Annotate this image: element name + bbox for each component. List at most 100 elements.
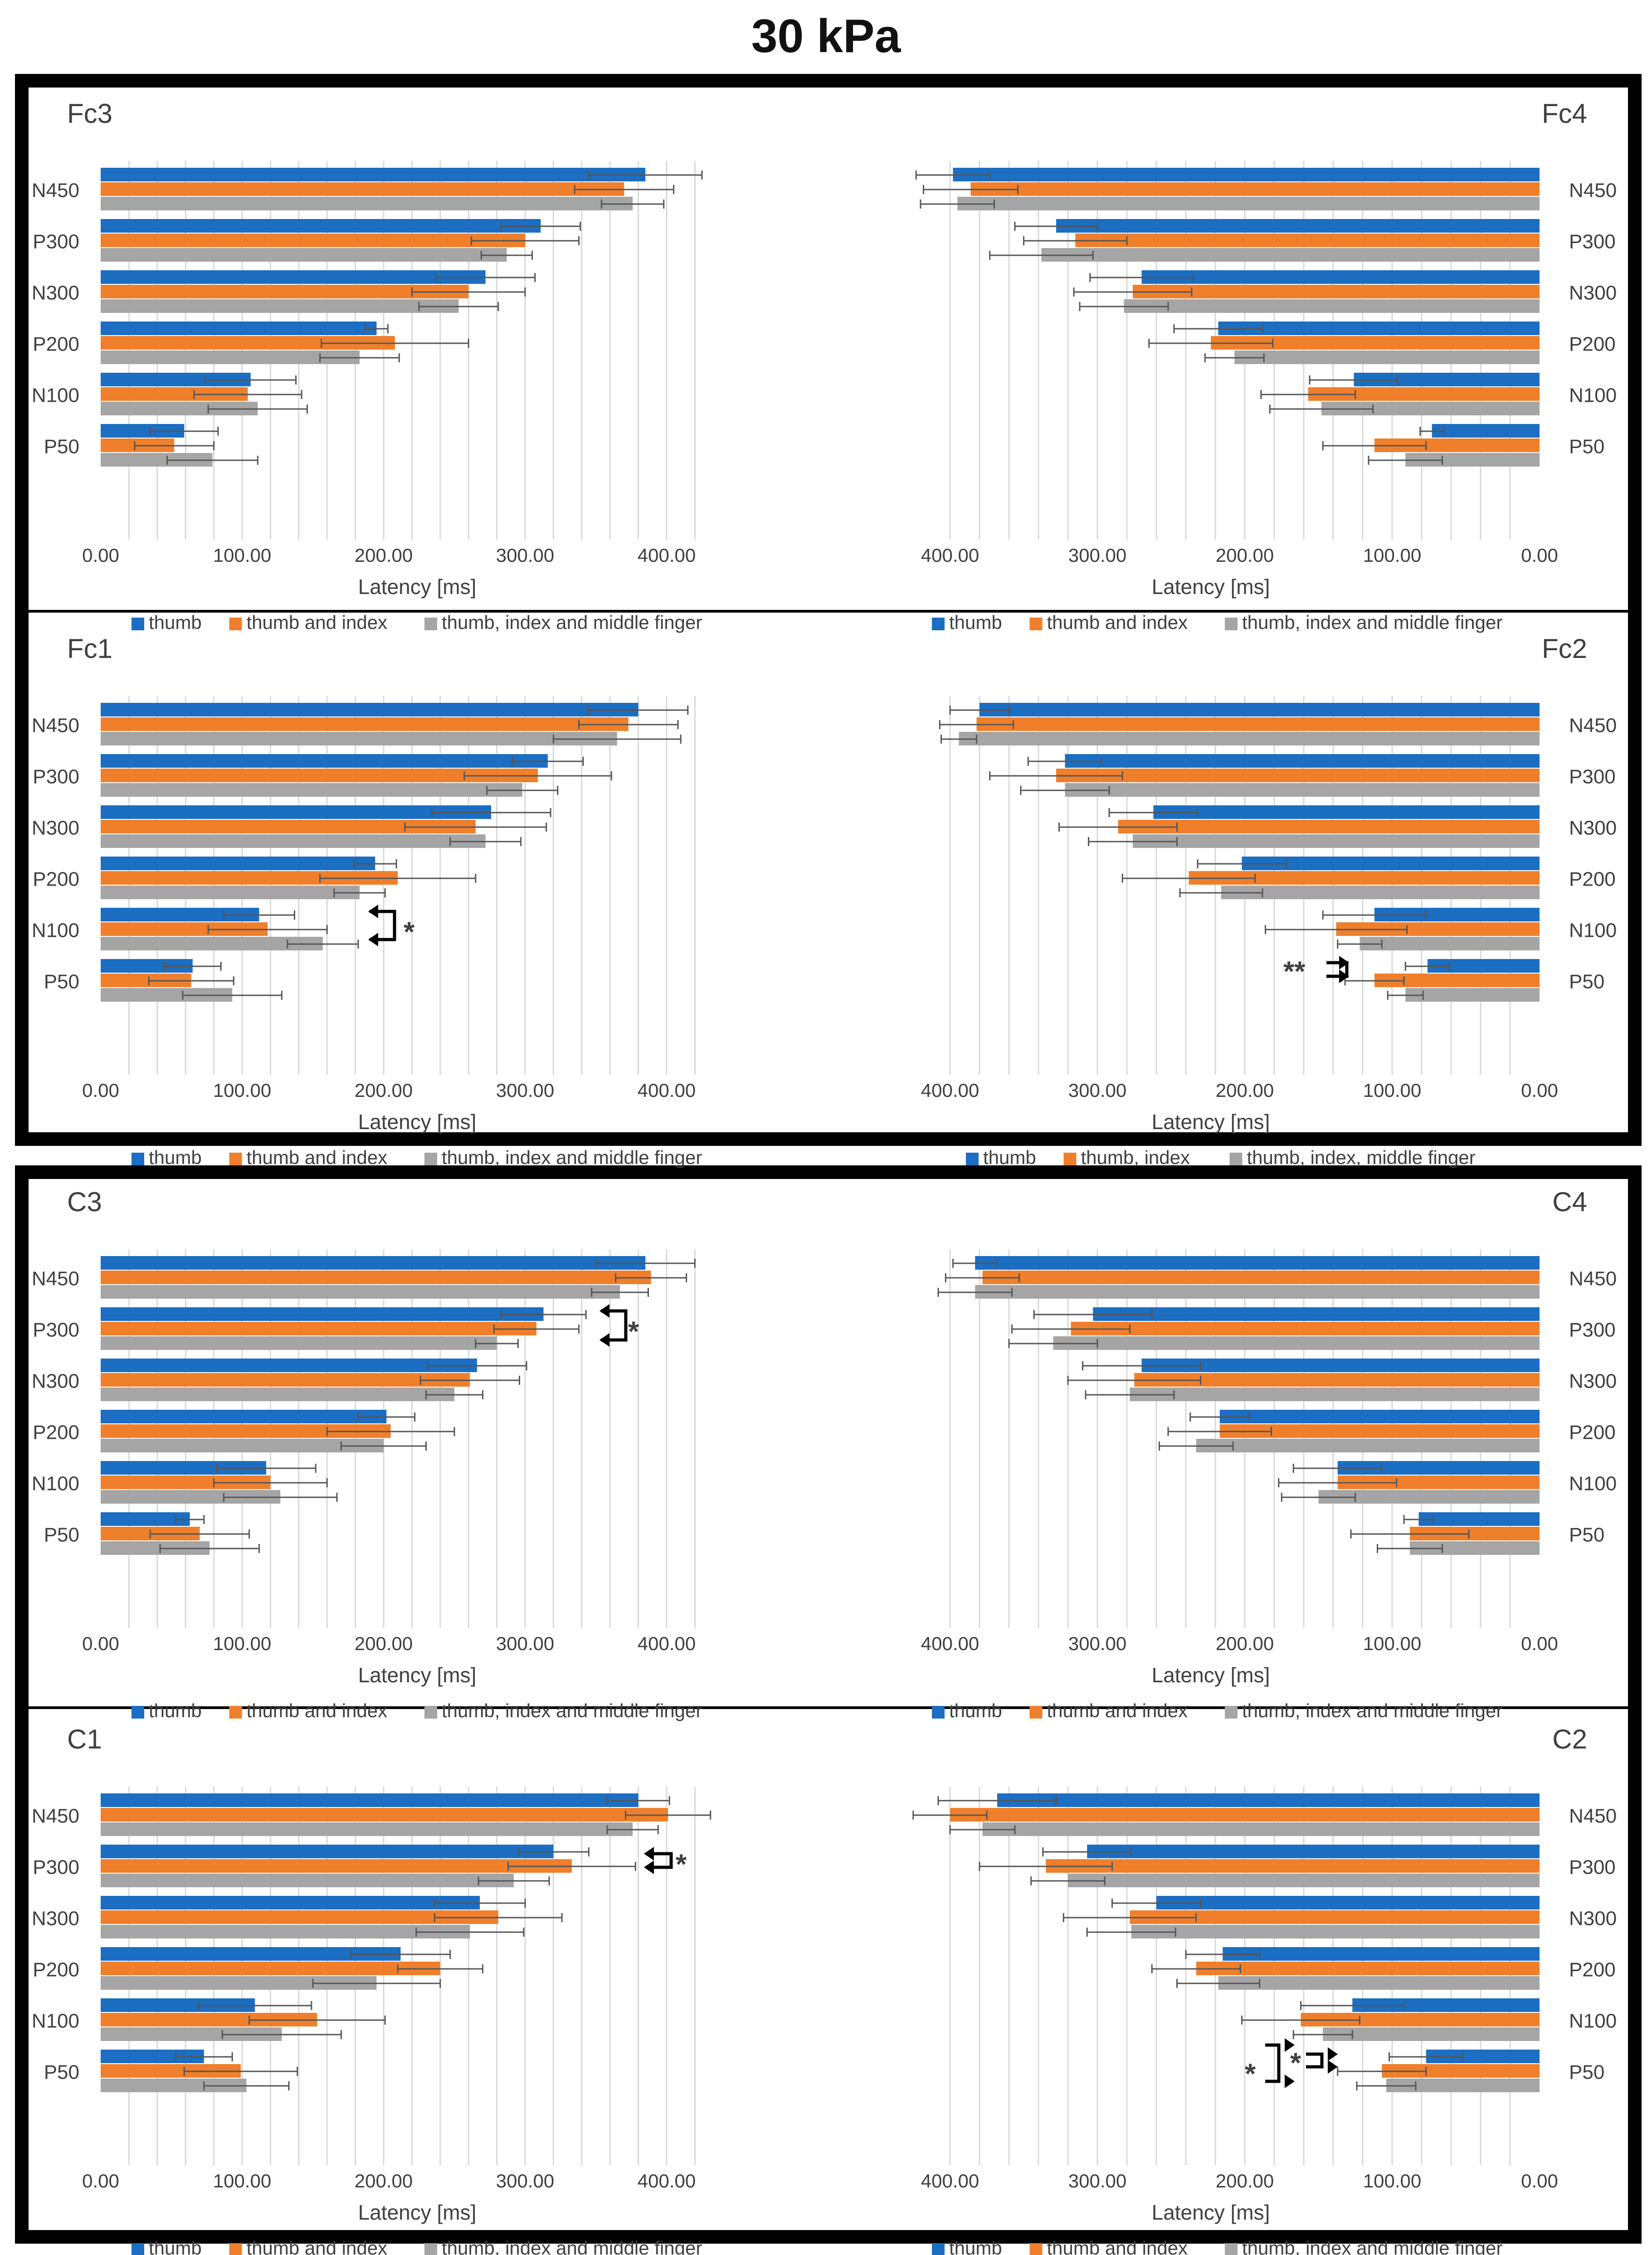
category-label: P200 [1569,1422,1616,1444]
x-tick-label: 0.00 [1521,1080,1558,1101]
category-label: P200 [33,333,79,356]
chart-fc3 [101,161,703,630]
arrow-head [644,1847,654,1860]
category-label: P50 [44,971,79,993]
category-label: N100 [32,1473,79,1495]
legend-label: thumb [149,612,202,633]
category-label: P300 [1569,1319,1616,1341]
bar-thumb-index-and-middle-finger [1124,299,1540,313]
bar-thumb [101,1896,480,1909]
bar-thumb-and-index [950,1808,1540,1822]
bar-thumb [101,1359,477,1372]
x-tick-label: 100.00 [1363,2170,1421,2192]
x-tick-label: 200.00 [1216,545,1274,566]
bar-thumb-index-and-middle-finger [101,1336,497,1350]
legend-label: thumb and index [1047,612,1188,633]
bar-thumb-index [1056,769,1540,782]
legend-swatch [932,618,945,630]
bar-thumb-and-index [101,1271,651,1284]
legend-label: thumb and index [1047,1700,1188,1721]
bar-thumb [975,1256,1540,1270]
legend-label: thumb, index [1081,1147,1190,1168]
bar-thumb-index-and-middle-finger [101,1285,620,1299]
x-tick-label: 200.00 [355,1080,413,1101]
bar-thumb [1141,1359,1540,1372]
chart-fc2 [939,696,1540,1165]
legend-label: thumb, index and middle finger [1242,612,1502,633]
legend-label: thumb [983,1147,1036,1168]
category-label: P200 [1569,868,1616,891]
x-tick-label: 0.00 [82,1080,119,1101]
bar-thumb-index-and-middle-finger [101,1388,454,1401]
x-tick-label: 0.00 [1521,1633,1558,1654]
x-tick-label: 0.00 [1521,2170,1558,2192]
category-label: N300 [1569,1370,1617,1393]
bar-thumb [997,1793,1540,1807]
category-label: P300 [33,766,79,788]
bar-thumb-index-and-middle-finger [1218,1976,1540,1990]
chart-title: Fc3 [67,98,112,129]
bar-thumb [1087,1845,1540,1858]
bar-thumb [1153,805,1540,819]
category-label: P200 [1569,333,1616,356]
x-tick-label: 200.00 [1216,2170,1274,2192]
x-tick-label: 100.00 [213,1080,271,1101]
bar-thumb [101,1512,190,1526]
bar-thumb-index-and-middle-finger [957,197,1540,210]
legend-swatch [424,618,437,630]
significance-marker: * [628,1316,639,1347]
bar-thumb-index-and-middle-finger [101,1822,633,1836]
bar-thumb-index-middle-finger [1065,783,1540,797]
significance-bracket [646,1852,673,1869]
bar-thumb-index-and-middle-finger [982,1822,1540,1836]
legend-swatch [1029,2243,1043,2255]
bar-thumb [101,270,486,284]
significance-bracket [370,910,396,941]
x-tick-label: 200.00 [1216,1080,1274,1101]
significance-marker: * [404,916,415,948]
x-tick-label: 400.00 [638,2170,696,2192]
legend-label: thumb and index [247,1700,388,1721]
bar-thumb [101,857,375,870]
category-label: P50 [44,2061,79,2084]
legend-label: thumb, index and middle finger [442,1700,702,1721]
category-label: P50 [1569,971,1604,993]
bar-thumb [953,168,1540,181]
x-tick-label: 200.00 [1216,1633,1274,1654]
legend-swatch [229,2243,242,2255]
category-label: N300 [32,1908,79,1930]
legend-swatch [932,1706,945,1719]
bar-thumb-index-and-middle-finger [101,1874,514,1887]
bar-thumb-and-index [1133,285,1540,298]
bar-thumb-and-index [101,182,624,196]
legend-swatch [1225,1706,1238,1719]
bar-thumb-index-middle-finger [1133,834,1540,848]
bar-thumb-and-index [1219,1424,1540,1438]
category-label: P50 [44,1524,79,1546]
category-label: N100 [32,2010,79,2032]
category-label: P300 [33,1856,79,1879]
category-label: P200 [1569,1959,1616,1981]
bar-thumb-index-middle-finger [1360,937,1540,950]
legend-swatch [132,2243,144,2255]
bar-thumb [1418,1512,1540,1526]
x-tick-label: 100.00 [1363,1080,1421,1101]
legend-swatch [966,1153,979,1165]
x-tick-label: 100.00 [213,545,271,566]
bar-thumb-index-and-middle-finger [1323,2027,1540,2041]
chart-fc4 [915,161,1540,630]
x-axis-label: Latency [ms] [358,1663,477,1687]
legend-swatch [229,618,242,630]
category-label: P200 [33,1422,79,1444]
x-tick-label: 300.00 [496,1633,554,1654]
bar-thumb-and-index [101,234,525,247]
bar-thumb-and-index [101,285,469,298]
bar-thumb [101,1845,554,1858]
bar-thumb-index-and-middle-finger [101,783,522,797]
bar-thumb-and-index [101,1808,668,1822]
bar-thumb-and-index [982,1271,1540,1284]
bar-thumb [1093,1307,1540,1321]
x-axis-label: Latency [ms] [1152,1663,1270,1687]
x-tick-label: 100.00 [213,1633,271,1654]
legend-swatch [424,1706,437,1719]
